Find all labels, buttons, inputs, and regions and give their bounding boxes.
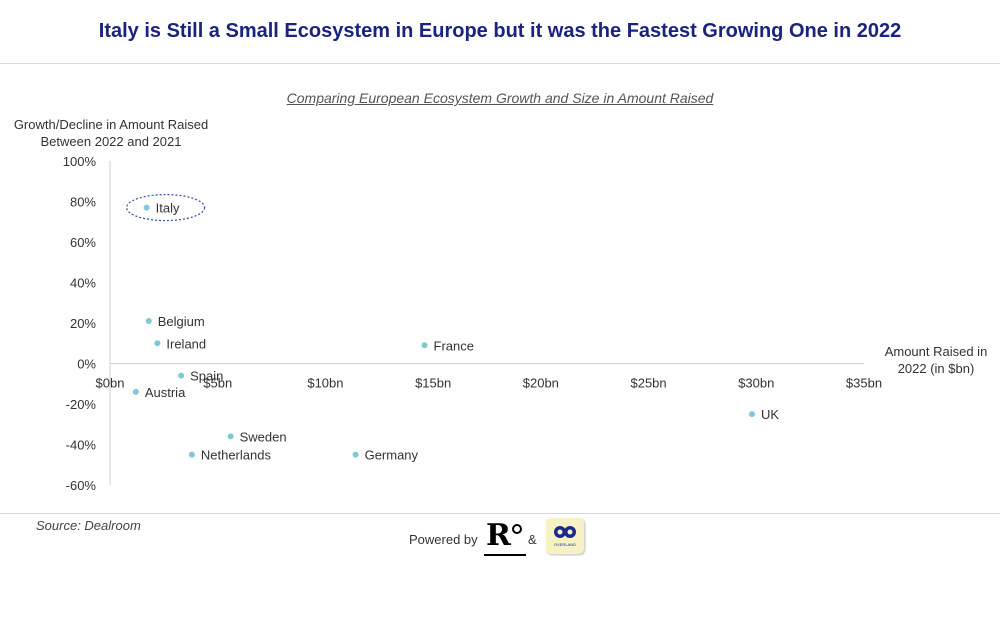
- x-tick-label: $15bn: [415, 376, 451, 391]
- x-tick-label: $10bn: [307, 376, 343, 391]
- point-label: France: [434, 338, 474, 353]
- point-label: Germany: [365, 448, 419, 463]
- page-title: Italy is Still a Small Ecosystem in Euro…: [98, 20, 902, 42]
- y-tick-label: 20%: [70, 316, 96, 331]
- x-tick-label: $5bn: [203, 376, 232, 391]
- y-tick-label: 80%: [70, 195, 96, 210]
- data-point: [143, 204, 150, 211]
- x-axis-label: Amount Raised in 2022 (in $bn): [884, 344, 988, 376]
- powered-by-label: Powered by: [409, 532, 478, 547]
- overland-logo-text: OVERLAND: [553, 542, 576, 547]
- scatter-chart: 100% 80% 60% 40% 20% 0% -20% -40% -60% $0bn $5bn $1…: [63, 154, 882, 493]
- y-tick-label: 60%: [70, 235, 96, 250]
- footer-divider: [0, 513, 1000, 514]
- y-tick-label: -40%: [66, 438, 97, 453]
- r-logo-ring-icon: [512, 524, 522, 534]
- y-tick-label: -20%: [66, 397, 97, 412]
- point-label: Spain: [190, 369, 223, 384]
- source-note: Source: Dealroom: [36, 518, 141, 533]
- highlight-ellipse: [126, 193, 206, 222]
- overland-logo[interactable]: OVERLAND: [546, 518, 584, 554]
- data-point: [227, 433, 234, 440]
- r-logo[interactable]: R: [484, 518, 526, 556]
- data-point: [188, 451, 195, 458]
- point-label: Austria: [145, 385, 186, 400]
- x-tick-label: $0bn: [96, 376, 125, 391]
- data-point: [132, 388, 139, 395]
- data-point: [178, 372, 185, 379]
- x-tick-label: $25bn: [630, 376, 666, 391]
- point-label: Ireland: [166, 336, 206, 351]
- point-label: Sweden: [240, 429, 287, 444]
- title-divider: [0, 63, 1000, 64]
- point-label: Italy: [156, 201, 180, 216]
- x-tick-label: $35bn: [846, 376, 882, 391]
- x-tick-label: $20bn: [523, 376, 559, 391]
- point-label: UK: [761, 407, 779, 422]
- data-point: [748, 411, 755, 418]
- y-tick-label: 100%: [63, 154, 97, 169]
- binoculars-icon: [554, 526, 576, 538]
- data-point: [145, 317, 152, 324]
- y-tick-label: -60%: [66, 478, 97, 493]
- data-point: [421, 342, 428, 349]
- y-axis-label: Growth/Decline in Amount Raised Between …: [13, 117, 209, 149]
- data-point: [154, 340, 161, 347]
- ampersand: &: [528, 532, 537, 547]
- data-point: [352, 451, 359, 458]
- chart-title: Comparing European Ecosystem Growth and …: [286, 90, 714, 106]
- y-tick-label: 40%: [70, 276, 96, 291]
- point-label: Belgium: [158, 314, 205, 329]
- x-tick-label: $30bn: [738, 376, 774, 391]
- y-tick-label: 0%: [77, 357, 96, 372]
- r-logo-letter: R: [486, 518, 511, 553]
- point-label: Netherlands: [201, 448, 272, 463]
